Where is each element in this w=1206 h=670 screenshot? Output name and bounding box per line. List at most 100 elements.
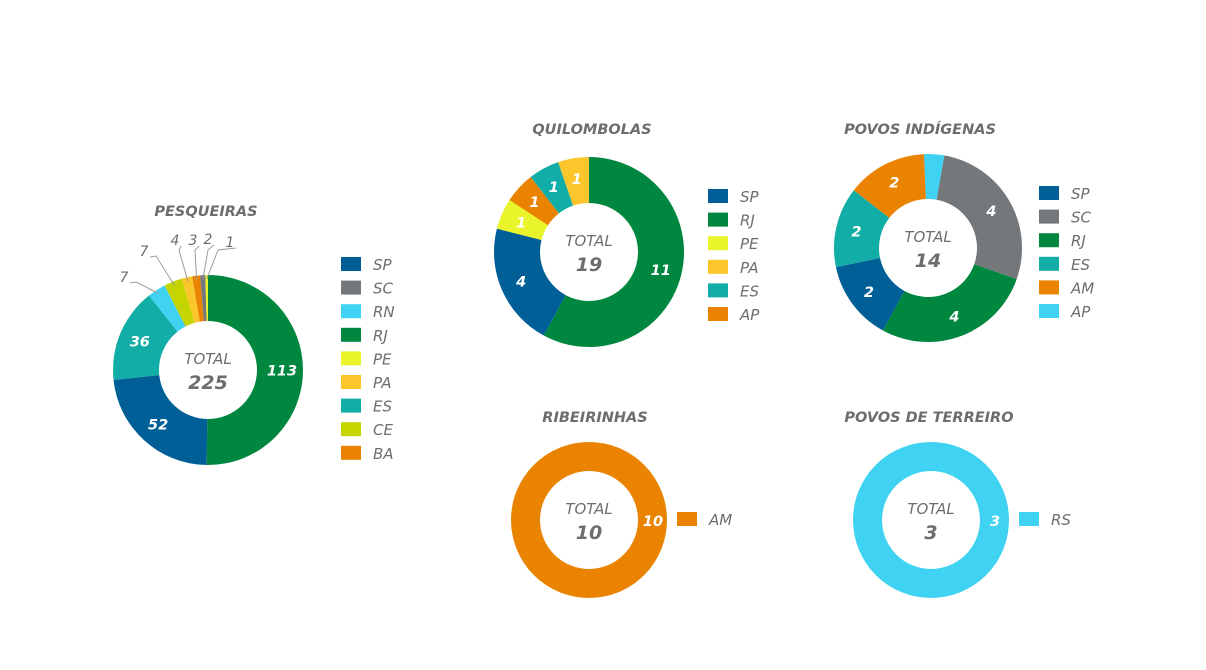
legend-label-am: AM <box>708 511 732 529</box>
slice-value-label: 11 <box>651 263 671 279</box>
slice-rj <box>882 264 1017 343</box>
total-value: 225 <box>188 372 228 394</box>
legend-swatch-pe <box>708 236 728 251</box>
legend-swatch-es <box>341 398 361 413</box>
slice-value-label: 1 <box>572 172 582 188</box>
slice-ce <box>164 278 195 327</box>
legend-swatch-am <box>1039 280 1059 295</box>
slice-es <box>113 295 178 380</box>
legend-label-rj: RJ <box>1071 232 1086 250</box>
legend-swatch-sp <box>341 257 361 271</box>
slice-ba <box>192 275 204 322</box>
legend-label-sp: SP <box>740 188 760 206</box>
slice-am <box>853 154 926 218</box>
legend-swatch-es <box>708 283 728 298</box>
slice-value-label: 10 <box>643 514 663 530</box>
legend: AM <box>677 511 732 529</box>
legend-label-rn: RN <box>373 303 395 321</box>
legend-swatch-sc <box>341 280 361 295</box>
legend-swatch-sp <box>708 189 728 203</box>
callout-line <box>129 281 159 294</box>
legend: RS <box>1019 511 1071 529</box>
callout-line <box>194 245 200 280</box>
slice-rj <box>543 157 684 347</box>
slice-value-label: 2 <box>889 176 899 192</box>
slice-pa <box>558 157 589 206</box>
slice-value-label: 1 <box>226 235 235 251</box>
legend-swatch-ce <box>341 422 361 437</box>
slice-sp <box>494 228 566 336</box>
slice-value-label: 1 <box>516 215 526 231</box>
slice-value-label: 4 <box>948 310 959 326</box>
slice-value-label: 7 <box>140 244 149 260</box>
legend: SP RJ PE PA ES AP <box>708 188 760 324</box>
legend-label-rs: RS <box>1051 511 1071 529</box>
legend-label-rj: RJ <box>373 327 388 345</box>
legend-label-ap: AP <box>739 306 760 324</box>
legend: SP SC RN RJ PE PA ES CE BA <box>341 256 395 463</box>
slice-value-label: 52 <box>148 418 168 434</box>
slice-value-label: 7 <box>120 270 129 286</box>
chart-title: PESQUEIRAS <box>154 204 257 220</box>
total-label: TOTAL <box>904 228 951 246</box>
slice-ap <box>509 177 559 226</box>
legend-label-pa: PA <box>373 374 392 392</box>
total-value: 10 <box>576 522 602 544</box>
legend-swatch-rn <box>341 304 361 319</box>
total-value: 3 <box>924 522 937 544</box>
legend-swatch-rj <box>1039 233 1059 248</box>
chart-povos-indigenas: POVOS INDÍGENAS 4 4 2 2 2 TOTAL 14 SP SC RJ ES AM AP <box>834 121 1094 343</box>
slice-value-label: 36 <box>130 334 150 350</box>
total-label: TOTAL <box>907 500 954 518</box>
legend-swatch-pa <box>341 375 361 389</box>
total-label: TOTAL <box>565 232 612 250</box>
slice-value-label: 4 <box>171 233 180 249</box>
slice-pa <box>181 276 200 323</box>
legend-swatch-es <box>1039 256 1059 271</box>
slice-value-label: 4 <box>985 204 996 220</box>
legend-swatch-ap <box>708 307 728 321</box>
callout-line <box>149 255 175 286</box>
slice-value-label: 2 <box>851 224 861 240</box>
legend-swatch-rj <box>341 327 361 342</box>
slice-value-label: 3 <box>990 514 1000 530</box>
chart-title: POVOS DE TERREIRO <box>844 410 1013 426</box>
callout-line <box>178 245 189 282</box>
slice-value-label: 4 <box>515 275 526 291</box>
total-label: TOTAL <box>565 500 612 518</box>
legend-label-pe: PE <box>740 235 759 253</box>
slice-value-label: 2 <box>864 285 874 301</box>
legend-label-ba: BA <box>373 445 394 463</box>
chart-ribeirinhas: RIBEIRINHAS 10 TOTAL 10 AM <box>511 410 732 598</box>
callout-line <box>202 244 215 280</box>
legend: SP SC RJ ES AM AP <box>1039 185 1094 321</box>
slice-rs <box>853 442 1009 598</box>
legend-label-es: ES <box>373 398 392 416</box>
legend-swatch-ba <box>341 445 361 460</box>
slice-sp <box>113 375 208 465</box>
legend-label-ap: AP <box>1070 303 1091 321</box>
callout-line <box>206 247 237 280</box>
chart-povos-de-terreiro: POVOS DE TERREIRO 3 TOTAL 3 RS <box>844 410 1071 598</box>
legend-label-pe: PE <box>373 350 392 368</box>
legend-swatch-am <box>677 512 697 526</box>
legend-label-pa: PA <box>740 259 759 277</box>
chart-title: POVOS INDÍGENAS <box>844 121 996 138</box>
slice-value-label: 3 <box>189 233 198 249</box>
slice-rn <box>148 285 186 332</box>
legend-swatch-pa <box>708 259 728 274</box>
legend-swatch-pe <box>341 351 361 366</box>
total-value: 19 <box>576 254 602 276</box>
slice-sc <box>936 155 1022 280</box>
slice-pe <box>205 275 208 322</box>
legend-swatch-ap <box>1039 304 1059 318</box>
slice-value-label: 1 <box>530 195 540 211</box>
legend-label-es: ES <box>1071 256 1090 274</box>
legend-label-es: ES <box>740 282 759 300</box>
slice-es <box>834 190 890 268</box>
slice-sp <box>835 257 905 331</box>
legend-swatch-rs <box>1019 512 1039 526</box>
legend-label-sp: SP <box>373 256 393 274</box>
